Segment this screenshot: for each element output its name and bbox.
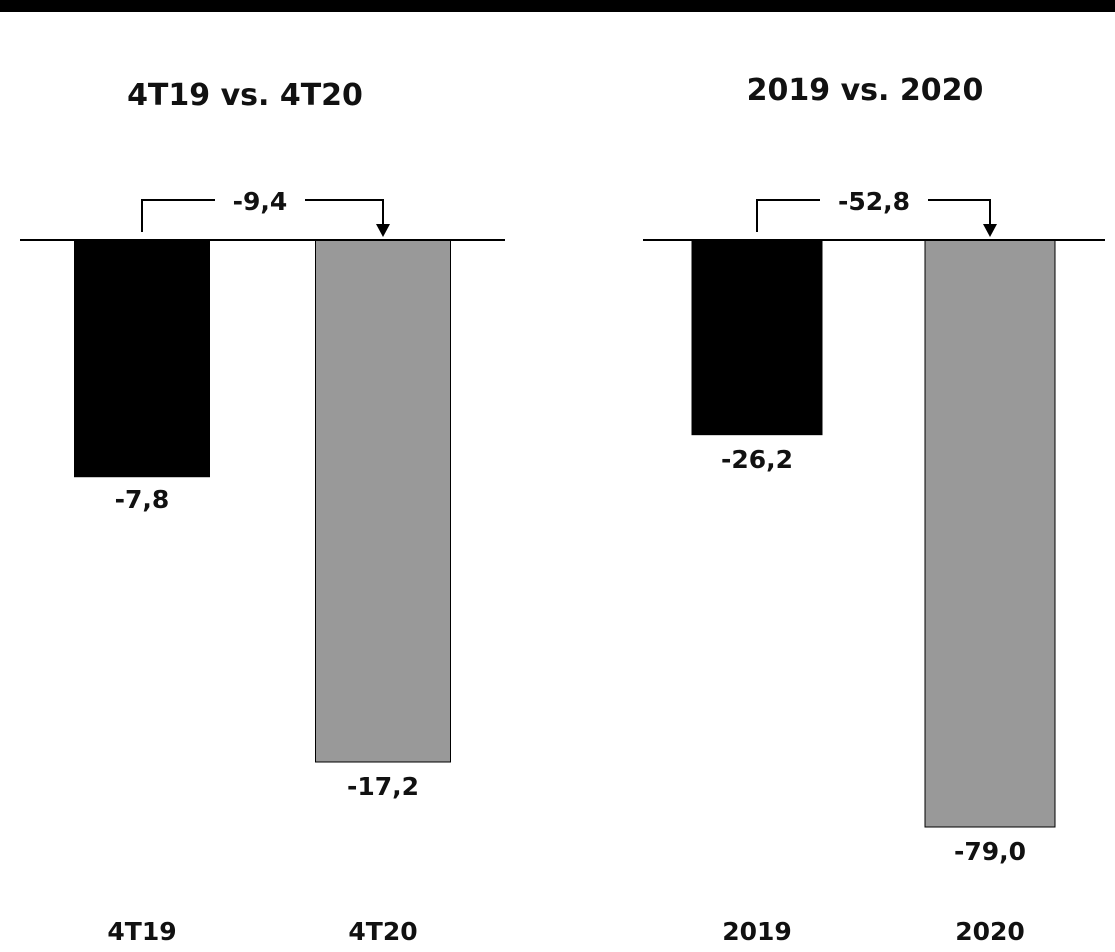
bar-2020 <box>924 239 1056 828</box>
bracket-left-line <box>141 199 215 232</box>
panel-year: 2019 vs. 2020 -52,8 -26,2 -79,0 2019 202… <box>721 73 1026 946</box>
arrow-head-icon <box>376 224 390 237</box>
bar-4T19 <box>74 239 210 478</box>
change-label: -52,8 <box>838 187 910 216</box>
value-label: -17,2 <box>347 772 419 801</box>
category-label: 2019 <box>722 917 792 946</box>
bracket-right-line <box>928 199 991 226</box>
category-label: 2020 <box>955 917 1025 946</box>
value-label: -79,0 <box>954 837 1026 866</box>
panel-title: 4T19 vs. 4T20 <box>127 78 363 113</box>
top-rule <box>0 0 1115 12</box>
panel-title: 2019 vs. 2020 <box>747 73 984 108</box>
bar-2019 <box>691 239 823 436</box>
arrow-head-icon <box>983 224 997 237</box>
value-label: -7,8 <box>115 485 170 514</box>
bracket-left-line <box>756 199 820 232</box>
category-label: 4T20 <box>348 917 417 946</box>
category-label: 4T19 <box>107 917 176 946</box>
panel-quarter: 4T19 vs. 4T20 -9,4 -7,8 -17,2 4T19 4T20 <box>107 78 419 946</box>
bar-4T20 <box>315 239 451 763</box>
change-label: -9,4 <box>233 187 288 216</box>
bracket-right-line <box>305 199 384 226</box>
value-label: -26,2 <box>721 445 793 474</box>
